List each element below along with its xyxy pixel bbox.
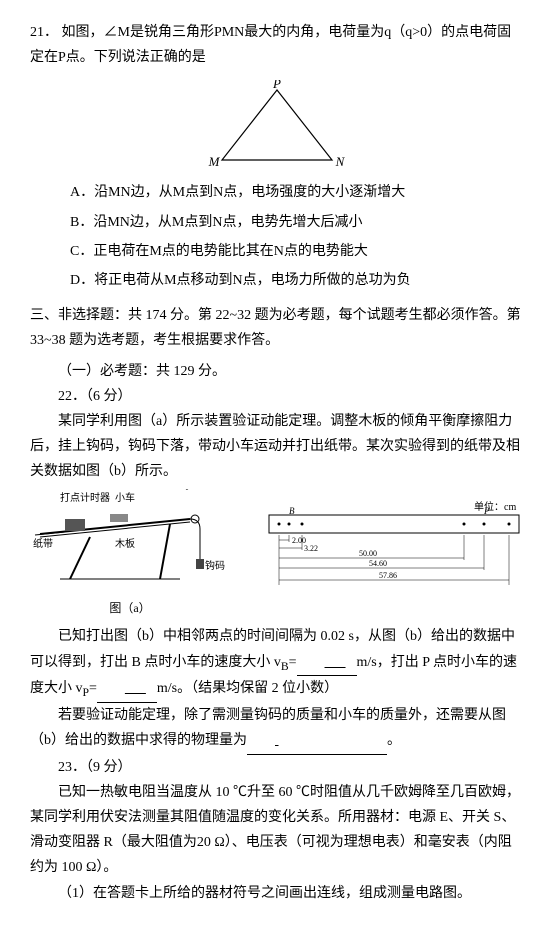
dot4 xyxy=(463,522,466,525)
point-b: B xyxy=(289,506,295,516)
q21-number: 21． xyxy=(30,25,58,40)
triangle-figure: P M N xyxy=(202,80,352,170)
unit-label: 单位：cm xyxy=(474,500,516,513)
tape-label: 纸带 xyxy=(33,537,53,550)
watermark: aooedu．com xyxy=(130,489,229,493)
figure-b-container: 单位：cm B P 2.00 3.22 50.00 54.60 xyxy=(264,500,524,609)
section3-header: 三、非选择题：共 174 分。第 22~32 题为必考题，每个试题考生都必须作答… xyxy=(30,303,524,353)
dot1 xyxy=(278,522,281,525)
board-label: 木板 xyxy=(115,537,135,550)
sub-b: B xyxy=(281,659,289,672)
section3-sub1: （一）必考题：共 129 分。 xyxy=(30,359,524,384)
figure-a-container: 打点计时器 小车 aooedu．com 纸带 木板 钩码 图（a） xyxy=(30,489,230,620)
option-a: A．沿MN边，从M点到N点，电场强度的大小逐渐增大 xyxy=(70,180,524,205)
point-p: P xyxy=(483,506,490,516)
hook-weight xyxy=(196,559,204,569)
figure-a-svg: 打点计时器 小车 aooedu．com 纸带 木板 钩码 xyxy=(30,489,230,589)
blank3 xyxy=(247,728,387,754)
car-box xyxy=(110,514,128,522)
vertex-n: N xyxy=(335,154,346,169)
q21-stem: 如图，∠M是锐角三角形PMN最大的内角，电荷量为q（q>0）的点电荷固定在P点。… xyxy=(30,25,511,65)
dot2 xyxy=(288,522,291,525)
leg1 xyxy=(70,537,90,579)
tape-rect xyxy=(269,515,519,533)
q22-para3: 若要验证动能定理，除了需测量钩码的质量和小车的质量外，还需要从图（b）给出的数据… xyxy=(30,703,524,754)
q23-para1: 已知一热敏电阻当温度从 10 ℃升至 60 ℃时阻值从几千欧姆降至几百欧姆，某同… xyxy=(30,780,524,881)
dot3 xyxy=(301,522,304,525)
figure-b-svg: 单位：cm B P 2.00 3.22 50.00 54.60 xyxy=(264,500,524,600)
q23-para2: （1）在答题卡上所给的器材符号之间画出连线，组成测量电路图。 xyxy=(30,881,524,906)
dot6 xyxy=(508,522,511,525)
option-d: D．将正电荷从M点移动到N点，电场力所做的总功为负 xyxy=(70,268,524,293)
option-b: B．沿MN边，从M点到N点，电势先增大后减小 xyxy=(70,210,524,235)
unit2: m/s。（结果均保留 2 位小数） xyxy=(157,681,338,696)
triangle-shape xyxy=(222,90,332,160)
mark3: 50.00 xyxy=(359,549,377,558)
q22-para3-end: 。 xyxy=(387,733,401,748)
q22-para1: 某同学利用图（a）所示装置验证动能定理。调整木板的倾角平衡摩擦阻力后，挂上钩码，… xyxy=(30,409,524,485)
mark2: 3.22 xyxy=(304,544,318,553)
option-c: C．正电荷在M点的电势能比其在N点的电势能大 xyxy=(70,239,524,264)
mark4: 54.60 xyxy=(369,559,387,568)
hook-label: 钩码 xyxy=(205,560,225,572)
q22-para2: 已知打出图（b）中相邻两点的时间间隔为 0.02 s，从图（b）给出的数据中可以… xyxy=(30,624,524,703)
q22-number: 22．（6 分） xyxy=(30,384,524,409)
dot5 xyxy=(483,522,486,525)
eq2: = xyxy=(89,681,97,696)
pulley-string xyxy=(190,519,200,559)
timer-label: 打点计时器 xyxy=(60,491,110,504)
timer-box xyxy=(65,519,85,531)
q23-number: 23．（9 分） xyxy=(30,755,524,780)
leg2 xyxy=(160,524,170,579)
blank1 xyxy=(297,650,357,676)
vertex-p: P xyxy=(272,80,281,91)
figure-a-label: 图（a） xyxy=(30,598,230,620)
eq1: = xyxy=(289,655,297,670)
blank2 xyxy=(97,676,157,702)
vertex-m: M xyxy=(208,154,221,169)
mark5: 57.86 xyxy=(379,571,397,580)
